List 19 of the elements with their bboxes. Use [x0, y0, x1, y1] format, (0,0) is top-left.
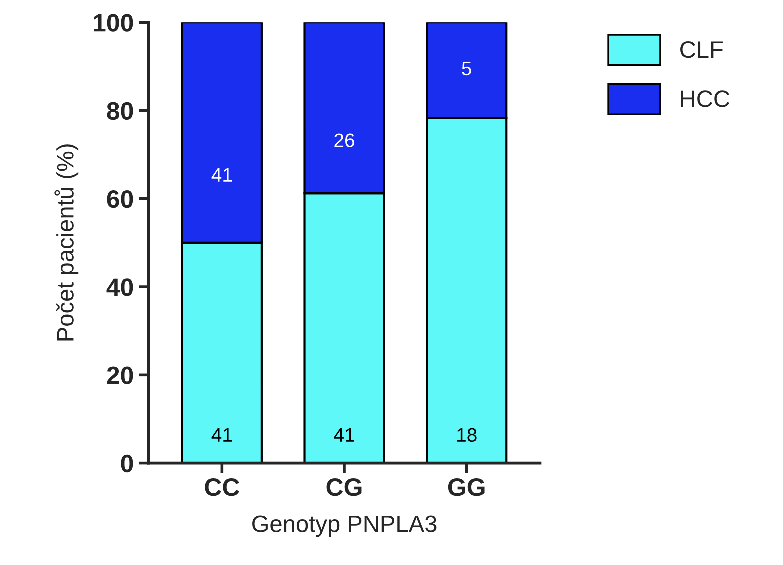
- x-tick-label: GG: [448, 478, 485, 496]
- y-tick-label: 40: [106, 278, 134, 296]
- y-tick-label: 60: [107, 190, 134, 208]
- y-tick-label: 80: [107, 102, 134, 120]
- annotation: 41: [212, 168, 232, 182]
- y-axis-title: Počet pacientů (%): [54, 144, 79, 341]
- annotation: 5: [462, 62, 472, 76]
- annotation: 18: [458, 428, 477, 442]
- annotation: 41: [334, 428, 354, 442]
- x-tick-label: CC: [205, 478, 240, 496]
- annotation: 26: [334, 134, 354, 148]
- legend-label: CLF: [680, 41, 723, 58]
- y-tick-label: 100: [94, 14, 134, 32]
- x-axis-title: Genotyp PNPLA3: [252, 516, 437, 538]
- y-tick-label: 0: [121, 454, 134, 473]
- x-tick-label: CG: [326, 478, 362, 496]
- y-tick-label: 20: [107, 366, 134, 384]
- annotation: 41: [212, 428, 232, 442]
- legend-label: HCC: [681, 90, 730, 108]
